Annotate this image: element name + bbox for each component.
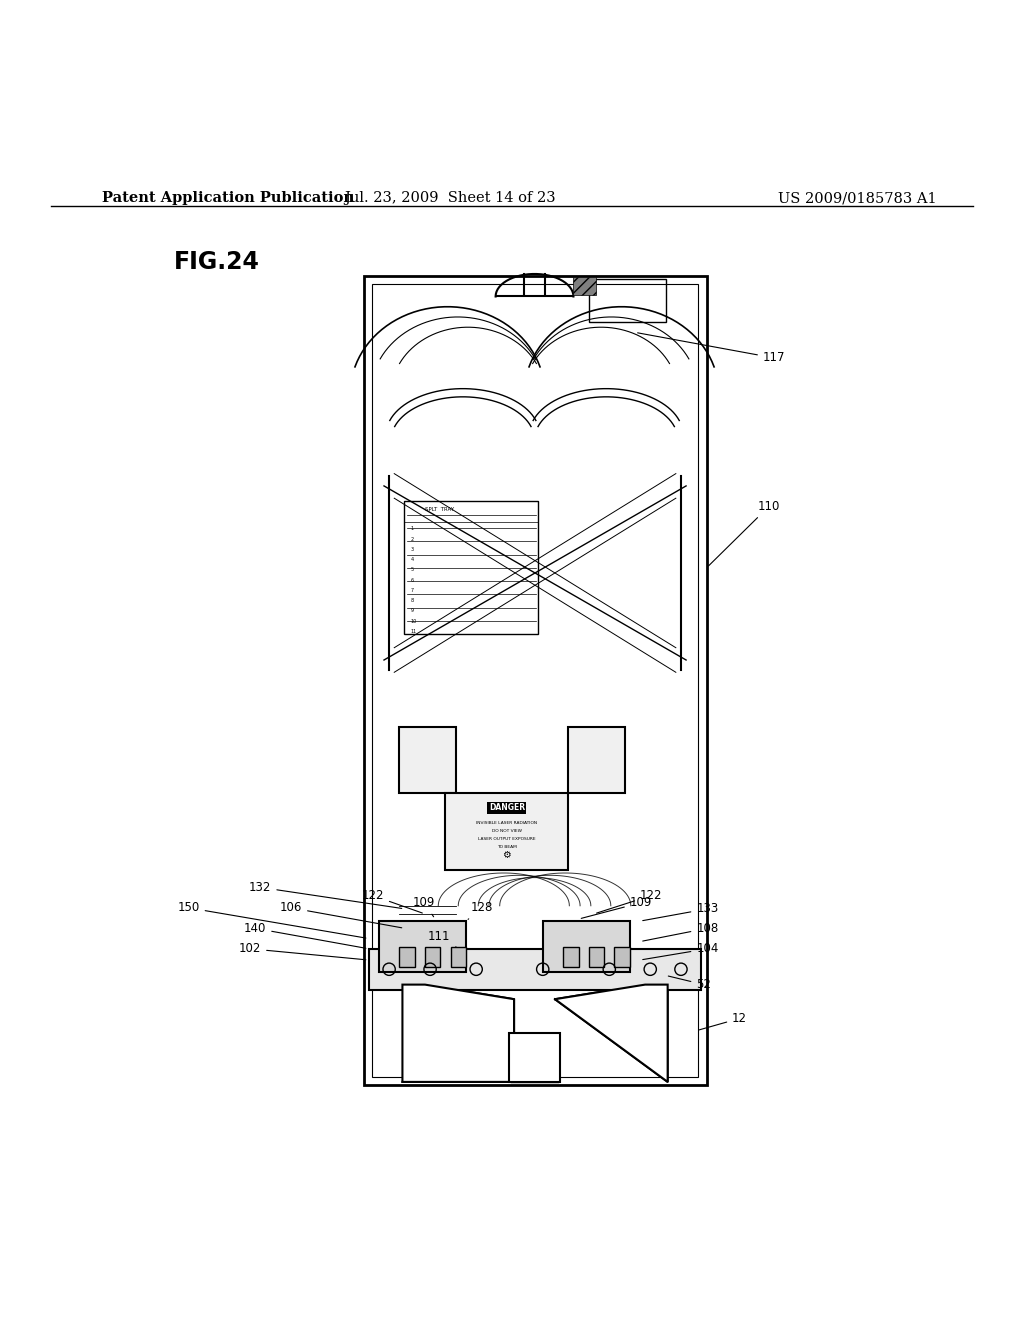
Polygon shape — [402, 985, 514, 1082]
Bar — [445, 793, 568, 870]
Text: 104: 104 — [643, 942, 719, 960]
Text: 150: 150 — [177, 902, 366, 939]
Text: 128: 128 — [468, 902, 494, 919]
Text: 9: 9 — [411, 609, 414, 614]
Text: 4: 4 — [411, 557, 414, 562]
Bar — [563, 946, 579, 968]
Text: 140: 140 — [244, 921, 366, 948]
Bar — [399, 946, 415, 968]
Text: 7: 7 — [411, 587, 414, 593]
Bar — [451, 946, 466, 968]
Text: 122: 122 — [361, 890, 422, 913]
Text: 111: 111 — [428, 931, 457, 948]
Text: 2: 2 — [411, 537, 414, 541]
Bar — [372, 284, 698, 1077]
Text: Jul. 23, 2009  Sheet 14 of 23: Jul. 23, 2009 Sheet 14 of 23 — [345, 191, 556, 205]
Text: 132: 132 — [249, 880, 401, 908]
Text: DO NOT VIEW: DO NOT VIEW — [492, 829, 522, 833]
Bar — [369, 949, 701, 990]
Text: ⚙: ⚙ — [503, 850, 511, 859]
Text: TO BEAM: TO BEAM — [497, 845, 517, 849]
Bar — [589, 279, 666, 322]
Bar — [399, 726, 456, 793]
Text: 5: 5 — [411, 568, 414, 573]
Text: 102: 102 — [239, 942, 366, 960]
Text: 110: 110 — [709, 500, 780, 566]
Text: 109: 109 — [413, 896, 435, 917]
Text: 52: 52 — [669, 975, 712, 991]
Text: 8: 8 — [411, 598, 414, 603]
Text: SPLT  TRAY: SPLT TRAY — [425, 507, 454, 512]
Text: 1: 1 — [411, 527, 414, 532]
Text: LASER OUTPUT EXPOSURE: LASER OUTPUT EXPOSURE — [478, 837, 536, 841]
Text: 12: 12 — [699, 1012, 748, 1030]
Bar — [425, 946, 440, 968]
Text: 133: 133 — [643, 903, 719, 920]
Bar — [543, 921, 630, 973]
Text: 108: 108 — [643, 921, 719, 941]
Bar — [568, 726, 625, 793]
Text: 122: 122 — [597, 890, 663, 913]
Bar — [379, 921, 466, 973]
Text: 11: 11 — [411, 628, 417, 634]
Bar — [404, 502, 538, 521]
Bar — [404, 502, 538, 635]
Text: 6: 6 — [411, 578, 414, 582]
Text: FIG.24: FIG.24 — [174, 251, 260, 275]
Text: 106: 106 — [280, 902, 401, 928]
Text: INVISIBLE LASER RADIATION: INVISIBLE LASER RADIATION — [476, 821, 538, 825]
Text: 109: 109 — [582, 896, 652, 919]
Text: US 2009/0185783 A1: US 2009/0185783 A1 — [778, 191, 937, 205]
Bar — [364, 276, 707, 1085]
Text: Patent Application Publication: Patent Application Publication — [102, 191, 354, 205]
Text: 3: 3 — [411, 546, 414, 552]
Text: 10: 10 — [411, 619, 417, 623]
Bar — [614, 946, 630, 968]
Text: DANGER: DANGER — [488, 804, 525, 812]
Polygon shape — [555, 985, 668, 1082]
Bar — [589, 946, 604, 968]
Text: 117: 117 — [638, 333, 785, 364]
Polygon shape — [509, 1034, 560, 1082]
